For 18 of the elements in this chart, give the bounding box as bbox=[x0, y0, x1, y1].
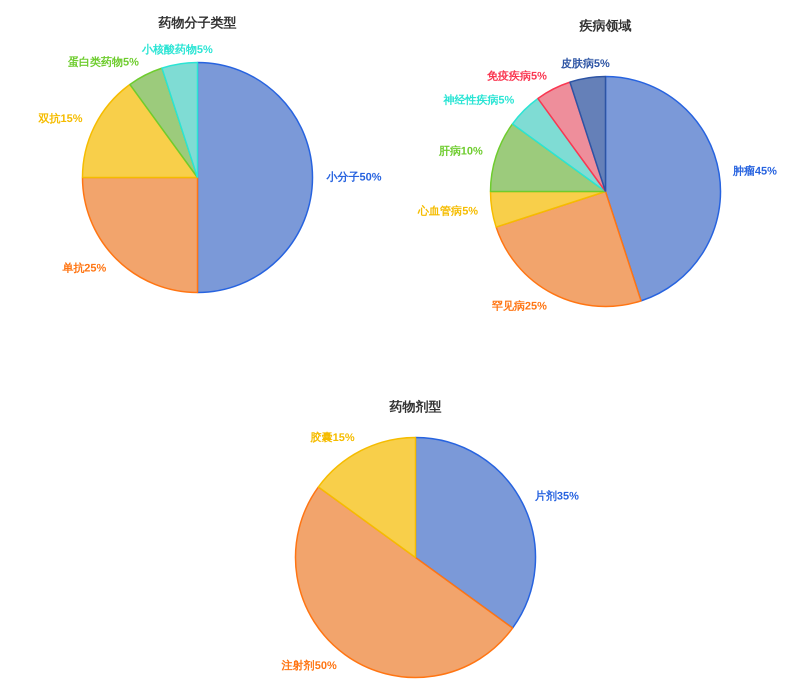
slice-label: 小核酸药物5% bbox=[140, 43, 213, 56]
chart-title: 疾病领域 bbox=[578, 18, 632, 33]
slice-label: 蛋白类药物5% bbox=[67, 56, 140, 69]
slice-label: 肝病10% bbox=[438, 144, 484, 158]
slice-label: 心血管病5% bbox=[417, 204, 478, 218]
slice-label: 小分子50% bbox=[326, 170, 382, 184]
chart-title: 药物分子类型 bbox=[158, 15, 236, 30]
slice-label: 罕见病25% bbox=[490, 299, 548, 312]
slice-label: 单抗25% bbox=[61, 262, 106, 275]
chart-title: 药物剂型 bbox=[388, 399, 442, 414]
slice-label: 双抗15% bbox=[38, 112, 83, 125]
slice-label: 肿瘤45% bbox=[732, 164, 778, 178]
slice-label: 注射剂50% bbox=[280, 658, 337, 672]
slice-label: 皮肤病5% bbox=[560, 57, 610, 70]
slice-label: 免疫疾病5% bbox=[486, 70, 548, 83]
slice-label: 胶囊15% bbox=[310, 431, 355, 444]
slice-label: 片剂35% bbox=[534, 490, 580, 503]
slice-label: 神经性疾病5% bbox=[442, 93, 514, 106]
